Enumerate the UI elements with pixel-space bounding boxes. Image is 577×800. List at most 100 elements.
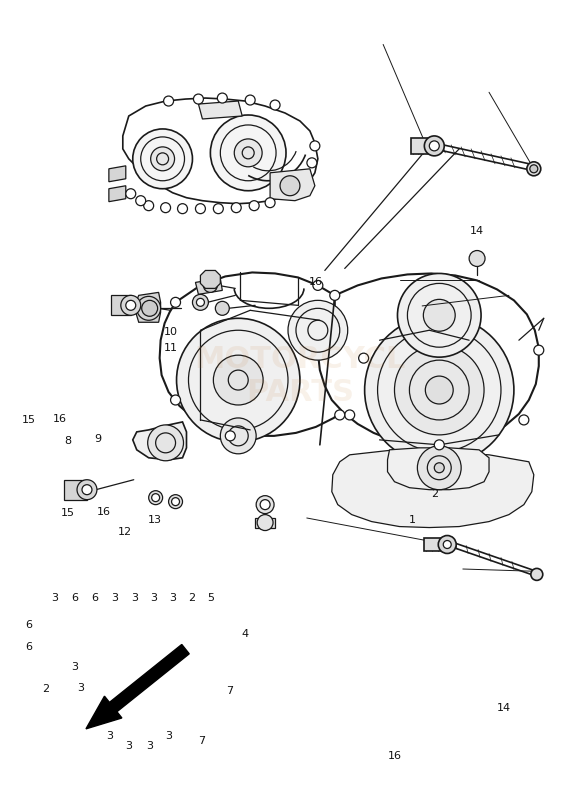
- Circle shape: [270, 100, 280, 110]
- Polygon shape: [123, 98, 318, 204]
- Circle shape: [434, 462, 444, 473]
- Circle shape: [144, 201, 153, 210]
- Text: 3: 3: [111, 593, 119, 602]
- Circle shape: [82, 485, 92, 494]
- Circle shape: [424, 299, 455, 331]
- Circle shape: [171, 395, 181, 405]
- Text: 3: 3: [150, 593, 157, 602]
- Text: 3: 3: [166, 730, 173, 741]
- Circle shape: [133, 129, 193, 189]
- Circle shape: [265, 198, 275, 208]
- Text: 6: 6: [72, 593, 78, 602]
- Text: 6: 6: [25, 620, 32, 630]
- Circle shape: [530, 165, 538, 173]
- Circle shape: [335, 410, 344, 420]
- Text: 1: 1: [409, 514, 415, 525]
- Text: 3: 3: [169, 593, 176, 602]
- Text: 7: 7: [226, 686, 234, 696]
- Circle shape: [280, 176, 300, 196]
- Circle shape: [112, 190, 122, 200]
- Circle shape: [215, 302, 229, 315]
- Text: 2: 2: [432, 489, 439, 499]
- Circle shape: [469, 250, 485, 266]
- Circle shape: [211, 115, 286, 190]
- Polygon shape: [109, 166, 126, 182]
- Polygon shape: [424, 538, 447, 551]
- Circle shape: [260, 500, 270, 510]
- Circle shape: [142, 300, 158, 316]
- Circle shape: [77, 480, 97, 500]
- FancyArrow shape: [86, 645, 189, 729]
- Text: 7: 7: [198, 736, 205, 746]
- Circle shape: [429, 141, 439, 151]
- Circle shape: [531, 569, 543, 580]
- Circle shape: [424, 136, 444, 156]
- Circle shape: [218, 93, 227, 103]
- Circle shape: [344, 410, 355, 420]
- Text: 15: 15: [61, 508, 74, 518]
- Text: 3: 3: [51, 593, 58, 602]
- Text: 16: 16: [309, 277, 323, 287]
- Text: 3: 3: [146, 741, 153, 751]
- Circle shape: [310, 141, 320, 151]
- Polygon shape: [255, 518, 275, 527]
- Circle shape: [213, 355, 263, 405]
- Circle shape: [359, 353, 369, 363]
- Circle shape: [365, 315, 514, 465]
- Circle shape: [148, 425, 183, 461]
- Text: 16: 16: [53, 414, 67, 424]
- Polygon shape: [111, 295, 131, 315]
- Circle shape: [534, 345, 544, 355]
- Polygon shape: [388, 448, 489, 490]
- Circle shape: [178, 204, 188, 214]
- Text: 4: 4: [242, 629, 249, 638]
- Text: 14: 14: [497, 702, 511, 713]
- Polygon shape: [198, 101, 242, 119]
- Circle shape: [196, 204, 205, 214]
- Polygon shape: [270, 169, 315, 201]
- Polygon shape: [411, 138, 434, 154]
- Circle shape: [443, 541, 451, 549]
- Text: 6: 6: [25, 642, 32, 652]
- Circle shape: [249, 201, 259, 210]
- Text: 5: 5: [208, 593, 215, 602]
- Circle shape: [126, 189, 136, 198]
- Polygon shape: [196, 278, 222, 294]
- Circle shape: [307, 158, 317, 168]
- Circle shape: [330, 290, 340, 300]
- Text: 6: 6: [91, 593, 98, 602]
- Text: MOTORCYCL
PARTS: MOTORCYCL PARTS: [194, 345, 406, 407]
- Polygon shape: [160, 273, 366, 436]
- Circle shape: [245, 95, 255, 105]
- Text: 8: 8: [64, 436, 71, 446]
- Circle shape: [171, 498, 179, 506]
- Circle shape: [196, 298, 204, 306]
- Text: 11: 11: [164, 343, 178, 353]
- Circle shape: [220, 418, 256, 454]
- Polygon shape: [64, 480, 87, 500]
- Text: 12: 12: [118, 527, 132, 538]
- Circle shape: [234, 139, 262, 167]
- Circle shape: [257, 514, 273, 530]
- Circle shape: [168, 494, 182, 509]
- Circle shape: [152, 494, 160, 502]
- Text: 9: 9: [94, 434, 102, 444]
- Polygon shape: [318, 274, 539, 445]
- Polygon shape: [109, 186, 126, 202]
- Text: 16: 16: [388, 750, 402, 761]
- Circle shape: [439, 535, 456, 554]
- Text: 13: 13: [148, 515, 162, 526]
- Circle shape: [171, 298, 181, 307]
- Text: 3: 3: [125, 741, 132, 751]
- Circle shape: [398, 274, 481, 357]
- Circle shape: [434, 440, 444, 450]
- Circle shape: [213, 204, 223, 214]
- Text: 3: 3: [131, 593, 138, 602]
- Circle shape: [417, 446, 461, 490]
- Text: 16: 16: [96, 507, 111, 518]
- Text: 14: 14: [470, 226, 484, 236]
- Text: 2: 2: [189, 593, 196, 602]
- Circle shape: [288, 300, 348, 360]
- Circle shape: [425, 376, 453, 404]
- Text: 3: 3: [72, 662, 78, 672]
